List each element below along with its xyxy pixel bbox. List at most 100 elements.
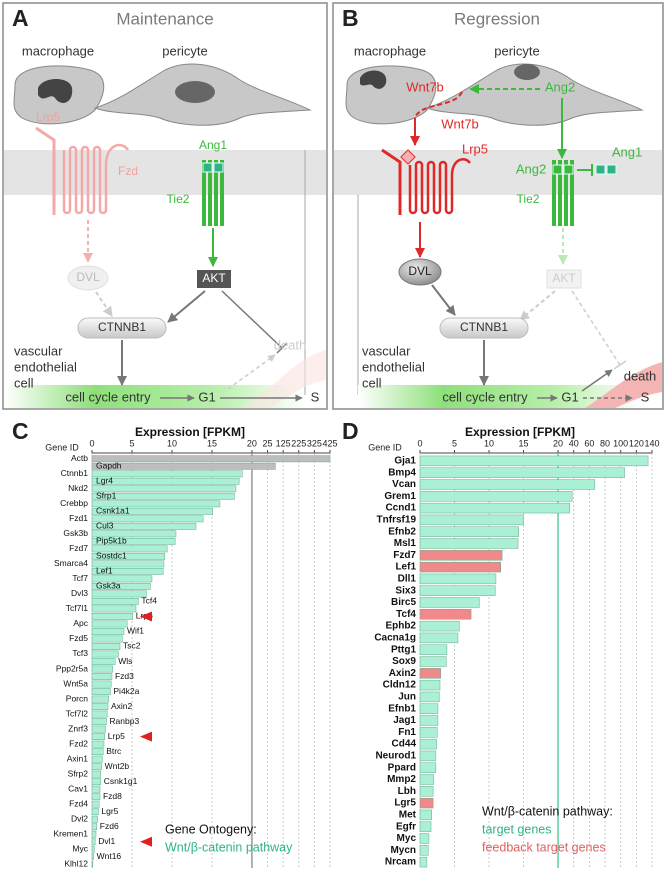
category-label: Lef1	[395, 562, 416, 573]
bar	[91, 560, 165, 568]
category-label: Lef1	[96, 566, 113, 576]
lrp5-receptor	[381, 148, 402, 215]
cell-label: pericyte	[494, 43, 540, 58]
node-label: DVL	[76, 270, 100, 284]
node-label: CTNNB1	[460, 320, 508, 334]
akt-node	[546, 269, 582, 289]
bar	[91, 853, 94, 861]
bar	[419, 774, 435, 785]
bar	[91, 680, 112, 688]
bar	[419, 620, 460, 632]
x-tick-label: 20	[553, 438, 563, 448]
panel-letter: A	[12, 5, 29, 31]
category-label: Lgr4	[96, 476, 113, 486]
category-label: Kremen1	[54, 828, 89, 838]
bar	[419, 727, 438, 738]
ligand-label: Ang2	[545, 79, 575, 94]
bar	[419, 715, 439, 726]
bar	[419, 632, 459, 644]
bar	[91, 778, 102, 786]
x-tick-label: 10	[167, 438, 177, 448]
x-tick-label: 5	[452, 438, 457, 448]
ligand-label: Wnt7b	[406, 79, 444, 94]
category-label: Sfrp1	[96, 491, 117, 501]
category-label: Lgr5	[394, 798, 416, 809]
x-tick-label: 225	[291, 438, 306, 448]
category-label: Dvl2	[71, 813, 88, 823]
bar	[419, 809, 432, 821]
category-label: Ppard	[388, 762, 416, 773]
bar	[419, 656, 447, 667]
panel-title: Regression	[454, 9, 540, 28]
arrow	[167, 290, 206, 323]
phase-label: G1	[198, 389, 215, 404]
bar	[91, 748, 104, 756]
category-label: Cav1	[68, 783, 88, 793]
akt-node	[197, 270, 231, 288]
death-band	[585, 362, 662, 408]
bar	[91, 740, 105, 748]
cell-label: endothelial	[362, 359, 425, 374]
category-label: Gsk3a	[96, 581, 121, 591]
bar	[91, 725, 106, 733]
x-tick-label: 140	[644, 438, 659, 448]
category-label: Met	[399, 810, 417, 821]
tie2-receptor	[552, 160, 617, 226]
category-label: Fzd8	[103, 791, 122, 801]
category-label: Vcan	[392, 479, 416, 490]
nucleus	[38, 79, 73, 103]
category-label: Apc	[73, 618, 88, 628]
bar	[419, 538, 519, 549]
bar	[91, 567, 164, 575]
category-label: Cd44	[392, 739, 417, 750]
bar	[91, 545, 168, 553]
category-label: Egfr	[396, 821, 416, 832]
x-tick-label: 100	[613, 438, 628, 448]
nucleus	[514, 64, 540, 80]
bar	[91, 650, 119, 658]
category-label: Csnk1a1	[96, 506, 130, 516]
highlight-arrow	[140, 611, 152, 622]
panel-letter: D	[342, 418, 359, 444]
highlight-arrow	[140, 836, 152, 847]
panel-title: Maintenance	[116, 9, 213, 28]
death-label: death	[624, 368, 657, 383]
category-label: Pttg1	[391, 644, 416, 655]
bar	[91, 770, 102, 778]
fzd-receptor	[408, 158, 471, 215]
arrow	[227, 354, 276, 390]
cell-label: macrophage	[354, 43, 426, 58]
cycle-label: cell cycle entry	[442, 389, 528, 404]
bar	[91, 537, 176, 545]
bar	[419, 691, 440, 703]
category-label: Pip5k1b	[96, 536, 127, 546]
bar	[91, 688, 111, 695]
bar	[419, 703, 439, 714]
bar	[419, 762, 437, 773]
category-label: Cldn12	[383, 680, 417, 691]
cell-label: endothelial	[14, 359, 77, 374]
bar	[91, 733, 106, 740]
legend-title: Wnt/β-catenin pathway:	[482, 804, 613, 818]
wnt7b-ligand	[400, 149, 416, 165]
category-label: Gja1	[394, 456, 416, 467]
x-tick-label: 60	[584, 438, 594, 448]
bar	[91, 823, 98, 831]
fzd-receptor	[62, 143, 130, 215]
ligand-label: Ang1	[612, 144, 642, 159]
bar	[419, 609, 472, 620]
x-tick-label: 5	[129, 438, 134, 448]
death-band	[240, 350, 326, 408]
category-label: Lbh	[398, 786, 416, 797]
bar	[419, 467, 625, 478]
bar	[91, 583, 151, 590]
dvl-node	[67, 265, 109, 291]
cell-label: cell	[14, 375, 34, 390]
x-tick-label: 15	[207, 438, 217, 448]
category-label: Myc	[397, 833, 417, 844]
category-label: Msl1	[394, 538, 417, 549]
chart-title: Expression [FPKM]	[135, 425, 245, 439]
arrow	[581, 369, 613, 392]
category-label: Btrc	[106, 746, 122, 756]
